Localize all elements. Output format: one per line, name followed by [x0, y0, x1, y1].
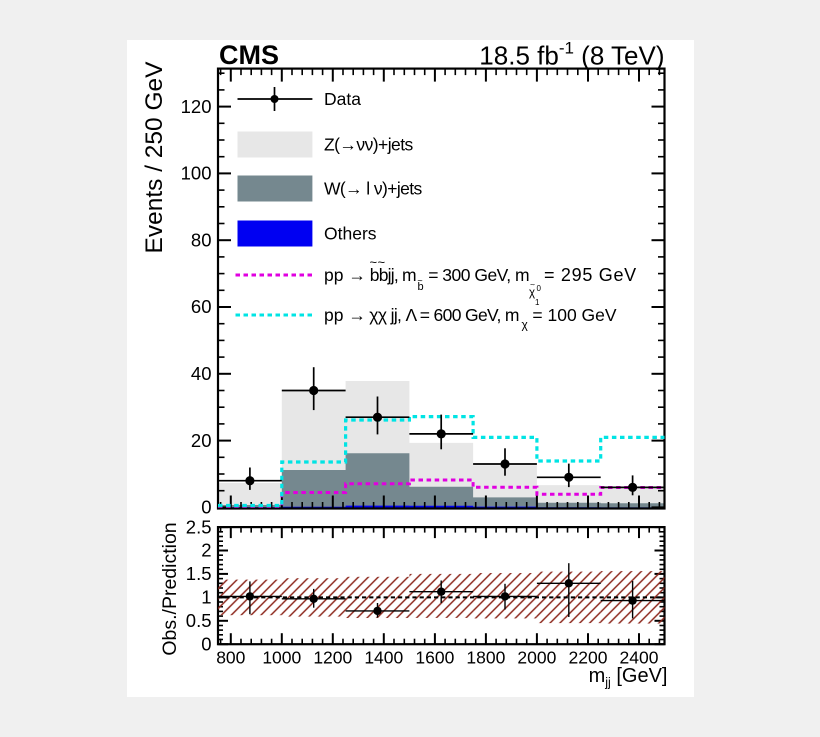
svg-text:Obs./Prediction: Obs./Prediction [159, 522, 181, 655]
svg-text:80: 80 [191, 229, 212, 250]
svg-text:b: b [418, 281, 424, 293]
svg-text:18.5 fb-1 (8 TeV): 18.5 fb-1 (8 TeV) [479, 38, 664, 70]
svg-text:χ: χ [529, 287, 535, 299]
svg-text:W(→ l ν)+jets: W(→ l ν)+jets [324, 179, 423, 199]
svg-text:pp →: pp → [324, 265, 366, 285]
svg-text:20: 20 [191, 430, 212, 451]
svg-text:2400: 2400 [620, 648, 659, 668]
svg-text:120: 120 [181, 96, 212, 117]
svg-text:1800: 1800 [466, 648, 505, 668]
svg-text:60: 60 [191, 296, 212, 317]
svg-text:2000: 2000 [517, 648, 556, 668]
svg-text:1400: 1400 [364, 648, 403, 668]
svg-text:= 295 GeV: = 295 GeV [544, 265, 637, 285]
svg-text:CMS: CMS [219, 40, 279, 70]
svg-text:~: ~ [530, 280, 535, 290]
svg-text:40: 40 [191, 363, 212, 384]
svg-text:0: 0 [537, 284, 542, 293]
svg-text:2: 2 [201, 540, 211, 561]
svg-text:0.5: 0.5 [186, 610, 212, 631]
svg-text:1.5: 1.5 [186, 563, 212, 584]
svg-text:800: 800 [216, 648, 245, 668]
svg-text:χχ jj, Λ = 600 GeV, m: χχ jj, Λ = 600 GeV, m [369, 305, 519, 325]
svg-text:1: 1 [535, 298, 540, 307]
svg-text:1600: 1600 [415, 648, 454, 668]
svg-text:= 100 GeV: = 100 GeV [532, 305, 616, 325]
svg-text:0: 0 [201, 497, 211, 518]
svg-text:Data: Data [324, 89, 361, 109]
svg-text:bbjj, m: bbjj, m [370, 265, 416, 285]
svg-text:1: 1 [201, 587, 211, 608]
svg-text:1000: 1000 [262, 648, 301, 668]
svg-text:100: 100 [181, 163, 212, 184]
svg-text:mjj [GeV]: mjj [GeV] [589, 665, 668, 690]
svg-text:Others: Others [324, 224, 377, 244]
svg-text:Events / 250 GeV: Events / 250 GeV [141, 61, 168, 254]
svg-text:Z(→νν)+jets: Z(→νν)+jets [324, 135, 414, 155]
svg-text:2200: 2200 [569, 648, 608, 668]
svg-text:pp →: pp → [324, 305, 366, 325]
svg-text:~: ~ [417, 276, 422, 286]
svg-text:χ: χ [522, 318, 529, 332]
svg-text:~: ~ [378, 255, 386, 270]
svg-text:0: 0 [201, 633, 211, 654]
svg-text:1200: 1200 [313, 648, 352, 668]
svg-text:= 300 GeV, m: = 300 GeV, m [428, 265, 529, 285]
svg-text:~: ~ [370, 255, 378, 270]
svg-text:2.5: 2.5 [186, 516, 212, 537]
